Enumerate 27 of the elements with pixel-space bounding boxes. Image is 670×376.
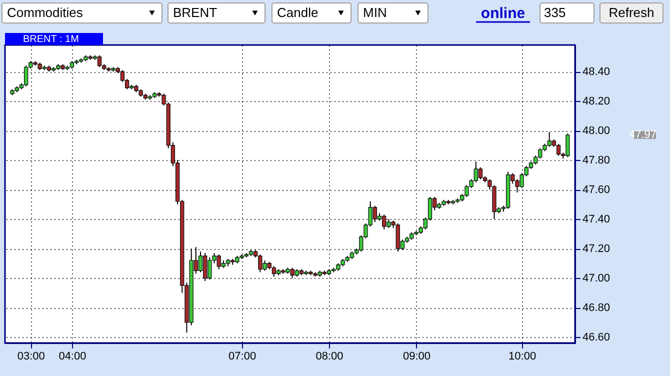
x-tick-label: 03:00 <box>17 350 45 362</box>
y-tick-label: 47.40 <box>582 214 610 226</box>
y-tick-label: 47.00 <box>582 272 610 285</box>
x-tick-label: 09:00 <box>402 350 430 362</box>
text: Candle <box>277 5 318 20</box>
candlestick <box>556 143 561 156</box>
x-tick-label: 10:00 <box>508 350 536 362</box>
text: 335 <box>544 5 566 20</box>
text: MIN <box>363 5 387 20</box>
y-tick-label: 47.80 <box>582 154 610 167</box>
y-tick-label: 48.00 <box>582 125 610 138</box>
x-tick-label: 07:00 <box>228 350 256 362</box>
text: online <box>480 5 526 22</box>
y-tick-label: 46.80 <box>582 302 610 314</box>
y-tick-label: 47.60 <box>582 184 610 196</box>
text: BRENT <box>173 5 218 20</box>
y-tick-label: 48.40 <box>582 66 610 78</box>
candlestick <box>478 166 483 180</box>
y-tick-label: 47.20 <box>582 243 610 256</box>
candlestick <box>97 54 102 68</box>
x-tick-label: 08:00 <box>316 350 344 362</box>
x-tick-label: 04:00 <box>58 350 86 362</box>
text: Refresh <box>608 5 654 20</box>
y-tick-label: 46.60 <box>582 332 610 344</box>
text: Commodities <box>7 5 84 20</box>
chart-title: BRENT : 1M <box>23 34 79 45</box>
y-tick-label: 48.20 <box>582 96 610 108</box>
